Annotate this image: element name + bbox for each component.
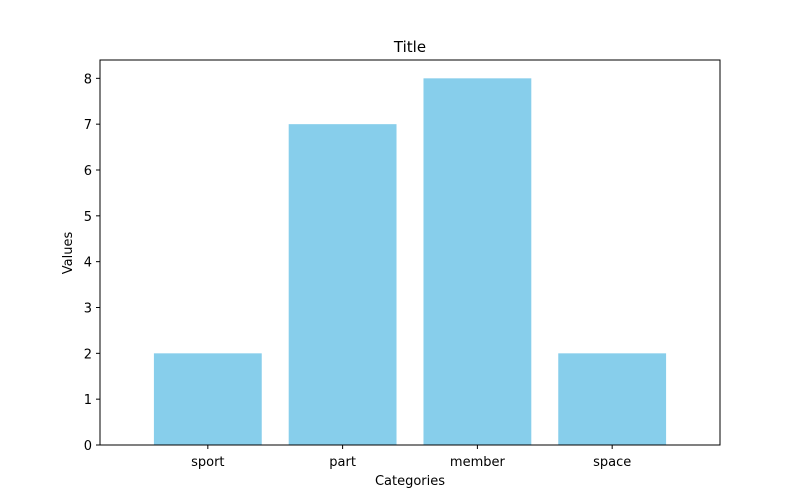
x-tick-label: space — [593, 455, 631, 470]
x-tick-label: part — [329, 455, 356, 470]
y-tick-label: 0 — [84, 439, 92, 454]
y-tick-label: 8 — [84, 72, 92, 87]
y-tick-label: 5 — [84, 210, 92, 225]
y-tick-label: 7 — [84, 118, 92, 133]
plot-frame — [99, 59, 721, 446]
bar-member — [423, 78, 532, 445]
y-axis-ticks: 0 1 2 3 4 5 6 7 8 — [84, 72, 100, 454]
y-tick-label: 2 — [84, 347, 92, 362]
bar-space — [558, 353, 667, 445]
x-tick-label: sport — [191, 455, 224, 470]
x-tick-label: member — [450, 455, 506, 470]
y-tick-label: 3 — [84, 302, 92, 317]
bar-sport — [153, 353, 262, 445]
chart-title: Title — [393, 38, 426, 56]
y-tick-label: 1 — [84, 393, 92, 408]
y-axis-label: Values — [61, 232, 76, 275]
bars-group — [153, 78, 667, 446]
y-tick-label: 4 — [84, 256, 92, 271]
y-tick-label: 6 — [84, 164, 92, 179]
x-axis-label: Categories — [375, 474, 445, 489]
bar-part — [288, 124, 397, 446]
x-axis-ticks: sport part member space — [191, 445, 631, 470]
